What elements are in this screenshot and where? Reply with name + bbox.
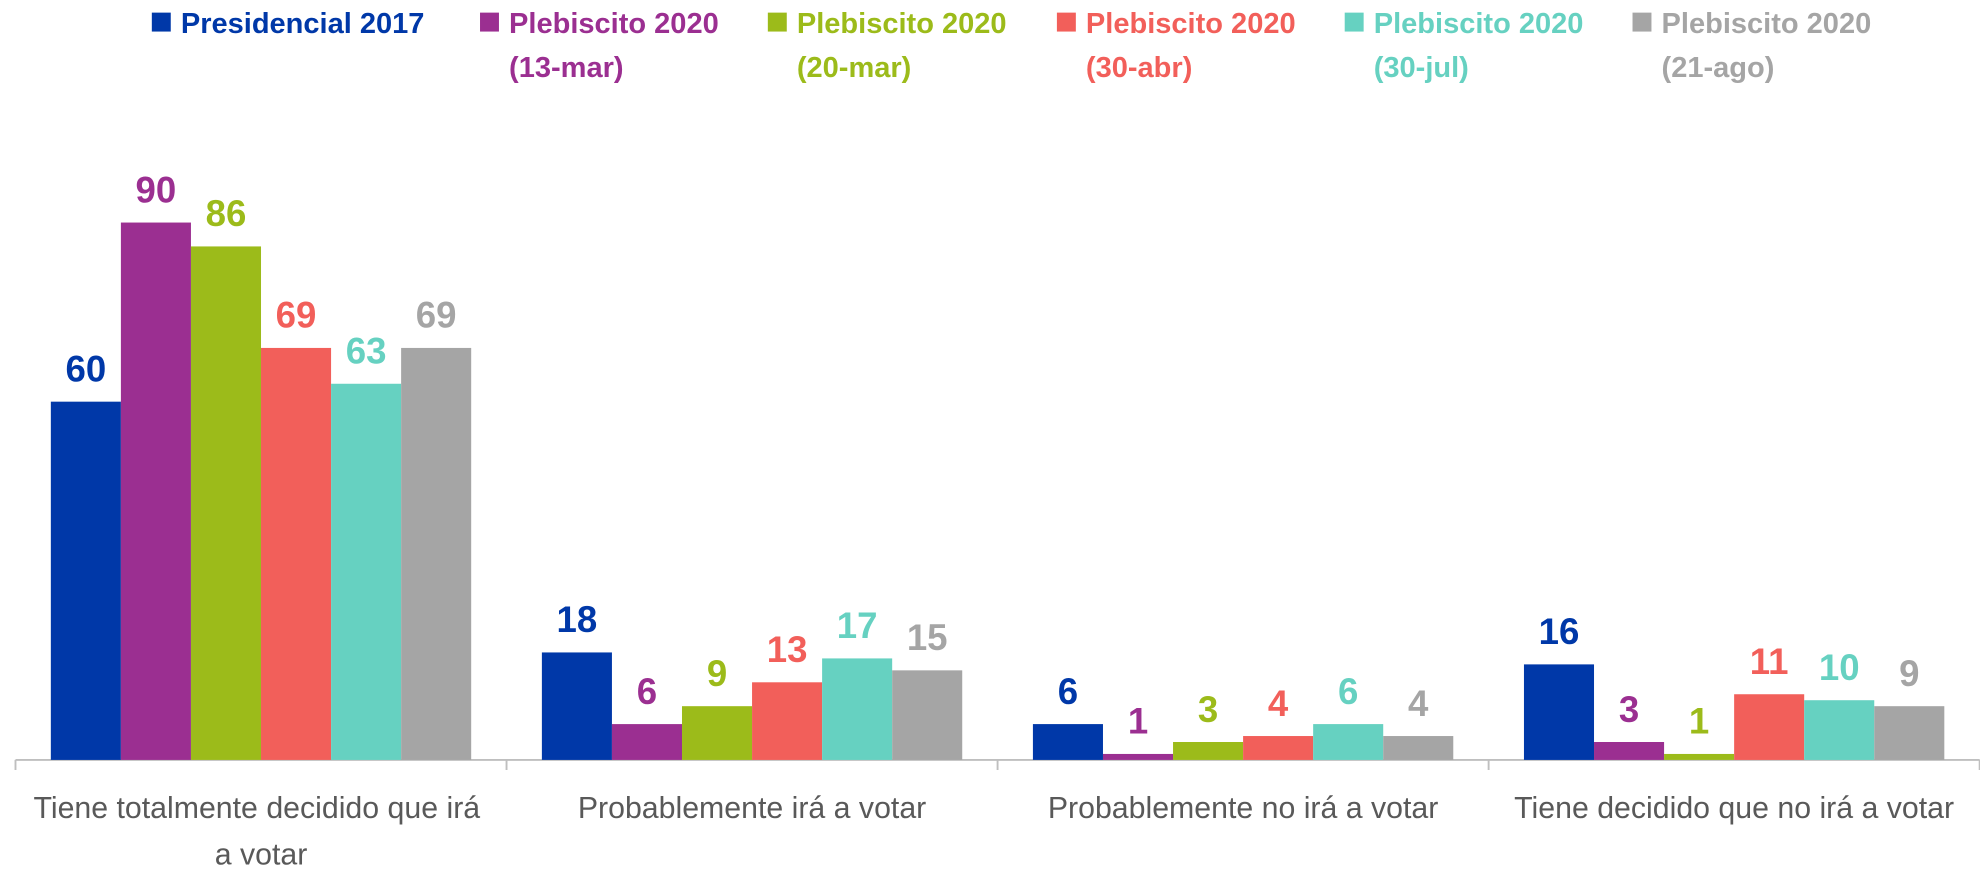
legend-swatch bbox=[480, 12, 499, 32]
legend-label: Plebiscito 2020 (30-jul) bbox=[1374, 8, 1592, 84]
bar bbox=[1734, 694, 1805, 760]
data-label: 6 bbox=[637, 671, 657, 712]
data-label: 18 bbox=[557, 599, 598, 640]
data-label: 69 bbox=[416, 295, 457, 336]
data-label: 15 bbox=[907, 617, 948, 658]
bar bbox=[1173, 742, 1244, 760]
legend-label: Plebiscito 2020 (13-mar) bbox=[509, 8, 727, 84]
data-label: 16 bbox=[1539, 611, 1580, 652]
data-label: 9 bbox=[1899, 653, 1919, 694]
bar bbox=[1313, 724, 1384, 760]
bar bbox=[190, 246, 262, 760]
bar bbox=[1664, 753, 1735, 760]
legend-swatch bbox=[1632, 12, 1652, 32]
bar bbox=[1102, 753, 1174, 760]
data-label: 13 bbox=[767, 629, 808, 670]
data-label: 3 bbox=[1619, 689, 1639, 730]
bar bbox=[1804, 700, 1875, 760]
bar bbox=[1032, 724, 1103, 760]
bar bbox=[261, 347, 332, 760]
legend-swatch bbox=[767, 12, 787, 32]
bar bbox=[1594, 742, 1665, 760]
bar bbox=[892, 670, 963, 760]
bar bbox=[120, 222, 191, 760]
legend-label: Plebiscito 2020 (21-ago) bbox=[1662, 8, 1880, 84]
data-label: 10 bbox=[1819, 647, 1860, 688]
data-label: 1 bbox=[1128, 701, 1148, 742]
data-label: 60 bbox=[66, 348, 107, 389]
bar bbox=[331, 383, 402, 760]
data-label: 6 bbox=[1338, 671, 1358, 712]
legend-label: Presidencial 2017 bbox=[181, 8, 425, 40]
bar bbox=[681, 706, 753, 760]
data-label: 11 bbox=[1750, 641, 1789, 682]
data-label: 4 bbox=[1268, 683, 1289, 724]
x-tick-label: Tiene totalmente decidido que irá a vota… bbox=[33, 792, 488, 871]
data-label: 69 bbox=[276, 295, 317, 336]
data-label: 9 bbox=[707, 653, 727, 694]
bar bbox=[541, 652, 612, 760]
legend-label: Plebiscito 2020 (20-mar) bbox=[797, 8, 1015, 84]
data-label: 1 bbox=[1689, 701, 1709, 742]
bar bbox=[1383, 736, 1454, 760]
data-label: 86 bbox=[206, 193, 247, 234]
bar bbox=[822, 658, 893, 760]
legend-swatch bbox=[1056, 12, 1076, 32]
x-tick-label: Tiene decidido que no irá a votar bbox=[1514, 792, 1954, 825]
legend-swatch bbox=[1344, 12, 1364, 32]
bar bbox=[611, 724, 682, 760]
bar bbox=[1874, 706, 1945, 760]
bar bbox=[752, 682, 823, 760]
data-label: 3 bbox=[1198, 689, 1218, 730]
data-label: 6 bbox=[1058, 671, 1078, 712]
data-label: 4 bbox=[1408, 683, 1429, 724]
legend-label: Plebiscito 2020 (30-abr) bbox=[1086, 8, 1304, 84]
data-label: 90 bbox=[136, 169, 177, 210]
bar bbox=[401, 347, 472, 760]
data-label: 17 bbox=[837, 605, 878, 646]
bar bbox=[1243, 736, 1314, 760]
x-tick-label: Probablemente no irá a votar bbox=[1048, 792, 1439, 825]
legend-swatch bbox=[151, 12, 171, 32]
bar bbox=[50, 401, 121, 760]
x-tick-label: Probablemente irá a votar bbox=[578, 792, 926, 825]
data-label: 63 bbox=[346, 331, 387, 372]
bar bbox=[1523, 664, 1595, 760]
